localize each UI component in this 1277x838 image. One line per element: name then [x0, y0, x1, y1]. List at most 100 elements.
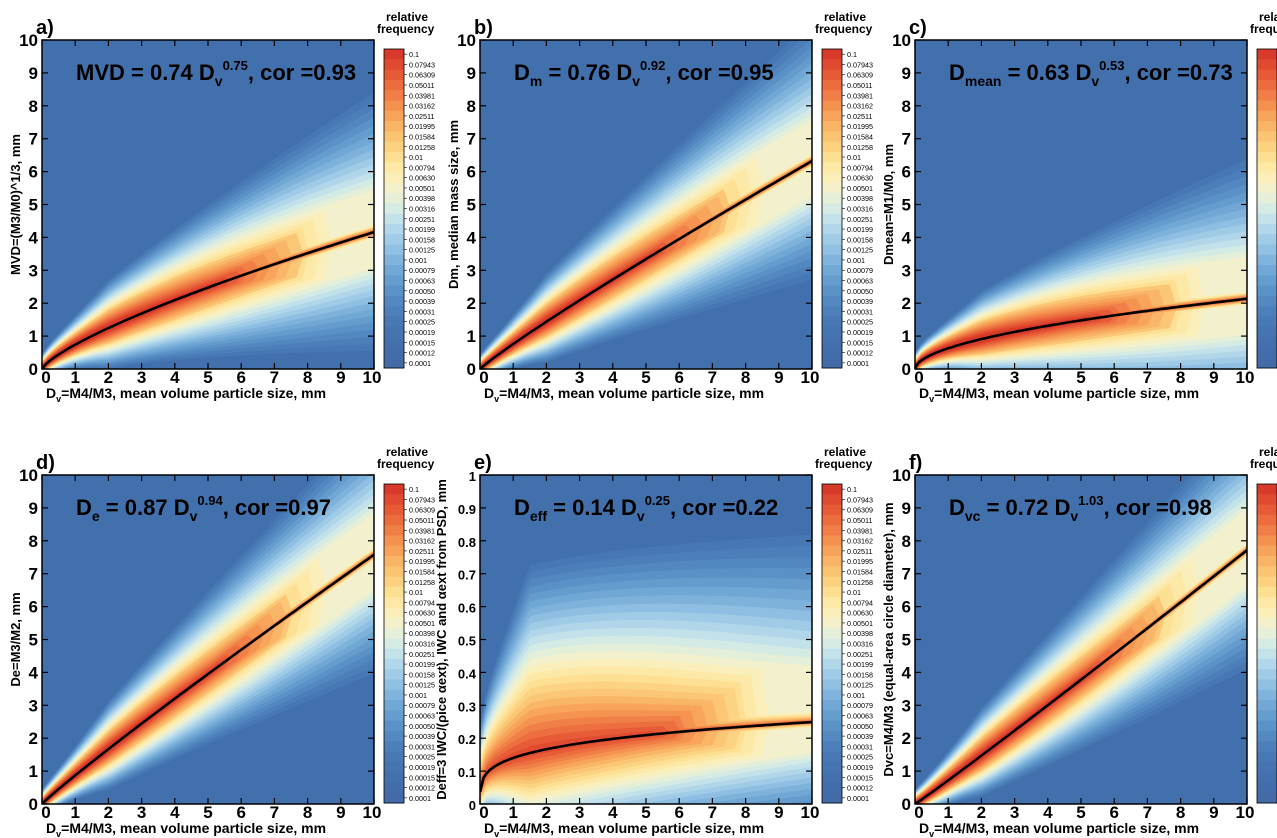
colorbar-swatch [1257, 265, 1277, 276]
colorbar-title: frequency [377, 457, 435, 471]
x-tick-label: 5 [641, 803, 650, 822]
colorbar-swatch [822, 234, 842, 246]
colorbar-swatch [822, 782, 842, 794]
colorbar-tick-label: 0.00398 [847, 629, 873, 638]
panel-label: d) [36, 452, 55, 474]
x-tick-label: 0 [41, 368, 50, 387]
colorbar-swatch [384, 751, 404, 763]
x-tick-label: 7 [270, 803, 279, 822]
colorbar-tick-label: 0.06309 [847, 506, 873, 515]
colorbar-swatch [384, 689, 404, 701]
colorbar-swatch [822, 203, 842, 215]
colorbar-swatch [1257, 79, 1277, 91]
y-tick-label: 0.5 [458, 634, 476, 649]
colorbar-swatch [1257, 535, 1277, 547]
y-tick-label: 3 [902, 696, 911, 715]
colorbar-swatch [1257, 730, 1277, 742]
colorbar-tick-label: 0.1 [847, 50, 857, 59]
x-axis-label: Dv=M4/M3, mean volume particle size, mm [484, 820, 764, 838]
colorbar-tick-label: 0.05011 [847, 81, 872, 90]
colorbar-frame [383, 483, 405, 804]
density-contour [480, 721, 812, 790]
fit-curve [480, 159, 812, 369]
colorbar-swatch [1257, 514, 1277, 526]
colorbar-swatch [1257, 566, 1277, 578]
colorbar-tick-label: 0.00199 [847, 225, 873, 234]
colorbar-swatch [384, 213, 404, 225]
fit-formula: Deff = 0.14 Dv0.25, cor =0.22 [514, 493, 778, 524]
colorbar-swatch [384, 792, 404, 804]
y-tick-label: 5 [29, 196, 38, 215]
colorbar-swatch [1257, 669, 1277, 681]
panel-c: 0 1 2 3 4 5 6 7 8 9 10 0 1 2 3 4 5 6 7 8 9 10 Dv=M4/M3, mean v… [881, 10, 1277, 404]
x-tick-label: 10 [1236, 368, 1255, 387]
colorbar-tick-label: 0.00063 [847, 712, 873, 721]
colorbar-swatch [822, 337, 842, 348]
y-tick-label: 0 [29, 360, 38, 379]
colorbar: relativefrequency0.10.079430.063090.0501… [1250, 10, 1277, 369]
y-tick-label: 3 [29, 261, 38, 280]
colorbar-swatch [384, 658, 404, 670]
colorbar-tick-label: 0.02511 [847, 112, 872, 121]
x-tick-label: 0 [41, 803, 50, 822]
y-tick-label: 7 [467, 130, 476, 149]
colorbar-swatch [822, 254, 842, 266]
colorbar-frame [821, 48, 843, 369]
fit-formula: Dmean = 0.63 Dv0.53, cor =0.73 [949, 58, 1233, 89]
colorbar-swatch [384, 607, 404, 619]
colorbar-tick-label: 0.1 [409, 50, 419, 59]
colorbar-swatch [384, 669, 404, 681]
colorbar-tick-label: 0.00015 [847, 773, 873, 782]
x-tick-label: 4 [170, 368, 180, 387]
colorbar-swatch [384, 741, 404, 753]
density-contour [480, 159, 812, 369]
colorbar-swatch [384, 586, 404, 598]
colorbar-swatch [1257, 658, 1277, 670]
density-contour [915, 297, 1247, 369]
colorbar-swatch [384, 514, 404, 526]
y-tick-label: 1 [29, 762, 38, 781]
colorbar-swatch [1257, 90, 1277, 101]
colorbar-swatch [1257, 347, 1277, 359]
y-tick-label: 0.7 [458, 568, 476, 583]
fit-curve [480, 720, 812, 793]
colorbar-tick-label: 0.00316 [409, 205, 435, 214]
colorbar-swatch [822, 545, 842, 557]
x-tick-label: 10 [1236, 803, 1255, 822]
colorbar-title: relative [386, 445, 428, 459]
x-axis-label: Dv=M4/M3, mean volume particle size, mm [46, 385, 326, 404]
y-tick-label: 4 [29, 663, 39, 682]
colorbar-swatch [1257, 792, 1277, 804]
y-tick-label: 3 [467, 261, 476, 280]
colorbar-tick-label: 0.00125 [847, 681, 873, 690]
colorbar-tick-label: 0.1 [409, 485, 419, 494]
colorbar-tick-label: 0.06309 [409, 71, 435, 80]
fit-curve [42, 230, 374, 369]
colorbar: relativefrequency0.10.079430.063090.0501… [815, 10, 873, 369]
colorbar-tick-label: 0.1 [847, 485, 857, 494]
colorbar-swatch [384, 720, 404, 732]
y-tick-label: 2 [902, 294, 911, 313]
x-tick-label: 7 [1143, 803, 1152, 822]
colorbar-swatch [822, 730, 842, 742]
y-tick-label: 2 [29, 294, 38, 313]
density-field [915, 475, 1247, 804]
panel-label: e) [474, 452, 492, 474]
colorbar-tick-label: 0.01995 [409, 122, 435, 131]
colorbar-tick-label: 0.00019 [847, 328, 873, 337]
panel-label: c) [909, 17, 927, 39]
y-tick-label: 8 [902, 532, 911, 551]
colorbar-swatch [1257, 326, 1277, 338]
colorbar-swatch [384, 337, 404, 348]
colorbar-tick-label: 0.00019 [409, 763, 435, 772]
x-tick-label: 1 [508, 803, 517, 822]
colorbar-swatch [1257, 172, 1277, 184]
x-tick-label: 0 [914, 803, 923, 822]
colorbar-swatch [822, 90, 842, 101]
colorbar-tick-label: 0.00158 [409, 670, 435, 679]
colorbar-tick-label: 0.00158 [409, 235, 435, 244]
y-tick-label: 1 [29, 327, 38, 346]
colorbar-tick-label: 0.01 [847, 588, 861, 597]
x-tick-label: 8 [1176, 368, 1185, 387]
x-tick-label: 2 [977, 803, 986, 822]
